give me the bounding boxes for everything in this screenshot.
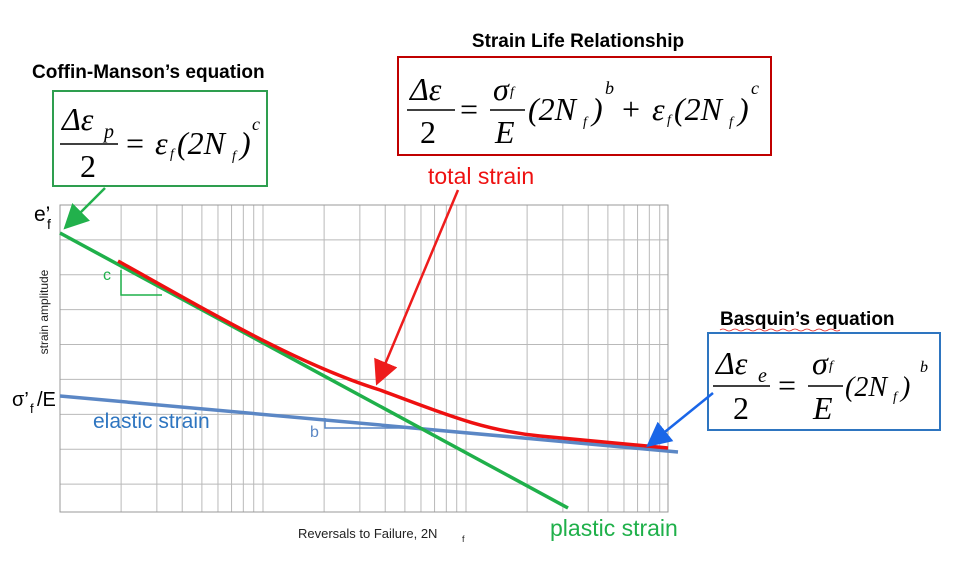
basquin-box: [707, 332, 941, 431]
elastic-line: [59, 394, 679, 454]
eq-token: Δε: [60, 101, 94, 137]
eq-token: E: [812, 390, 833, 426]
eq-token: b: [920, 359, 928, 376]
strain-life-box: [397, 56, 772, 156]
eq-token: Δε: [408, 71, 442, 107]
eq-token: f: [170, 147, 176, 162]
basquin-heading: Basquin’s equation: [720, 309, 895, 330]
arrow: [646, 392, 714, 448]
y-axis-label: strain amplitude: [37, 269, 51, 354]
eq-token: (2N: [528, 91, 578, 127]
eq-token: f: [667, 113, 673, 128]
plastic-line: [59, 231, 569, 510]
slope-label: b: [310, 424, 319, 441]
eq-token: E: [494, 114, 515, 150]
y-marker-sub: f: [47, 216, 51, 232]
eq-token: (2N: [177, 125, 227, 161]
total-curve: [117, 259, 669, 450]
eq-token: f: [583, 115, 589, 130]
eq-token: f: [829, 359, 835, 374]
eq-token: =: [126, 125, 144, 161]
y-marker: σ’: [12, 389, 29, 411]
eq-token: f: [893, 390, 899, 405]
coffin-equation: Δε p 2 = ε f (2N f ) c: [60, 101, 260, 184]
y-marker: /E: [37, 389, 56, 411]
eq-token: p: [102, 121, 114, 143]
eq-token: 2: [733, 390, 749, 426]
eq-token: (2N: [845, 372, 888, 403]
eq-token: =: [778, 367, 796, 403]
slope-triangle-b: [324, 418, 410, 429]
arrow: [63, 187, 106, 230]
eq-token: 2: [80, 148, 96, 184]
coffin-heading: Coffin-Manson’s equation: [32, 62, 265, 83]
eq-token: e: [758, 365, 767, 387]
curve-label: elastic strain: [93, 410, 210, 433]
eq-token: ε: [652, 91, 665, 127]
eq-token: c: [252, 114, 260, 134]
eq-token: f: [729, 115, 735, 130]
spell-underline: [719, 328, 841, 332]
basquin-equation: Δε e 2 = σ f E (2N f ) b: [713, 345, 928, 426]
eq-token: ε: [155, 125, 168, 161]
eq-token: ): [736, 91, 749, 127]
eq-token: ): [899, 372, 910, 403]
plot-grid: [60, 205, 668, 512]
eq-token: =: [460, 91, 478, 127]
x-axis-label: Reversals to Failure, 2N: [298, 526, 437, 541]
x-axis-label-sub: f: [462, 534, 465, 544]
eq-token: f: [510, 85, 516, 100]
coffin-box: [52, 90, 268, 187]
strain-life-equation: Δε 2 = σ f E (2N f ) b + ε f (2N f ) c: [407, 71, 759, 150]
eq-token: σ: [812, 345, 829, 381]
arrow: [374, 189, 460, 386]
curve-label: total strain: [428, 163, 534, 189]
eq-token: Δε: [714, 345, 748, 381]
eq-token: +: [622, 91, 640, 127]
eq-token: ): [238, 125, 251, 161]
slope-label: c: [103, 267, 111, 284]
eq-token: f: [232, 149, 238, 164]
eq-token: b: [605, 78, 614, 98]
eq-token: c: [751, 78, 759, 98]
title: Strain Life Relationship: [472, 31, 684, 52]
y-marker: e’: [34, 203, 50, 226]
y-marker-sub: f: [30, 401, 34, 416]
eq-token: (2N: [674, 91, 724, 127]
eq-token: ): [590, 91, 603, 127]
plot-frame: [59, 204, 669, 513]
slope-triangle-c: [120, 270, 162, 296]
eq-token: σ: [493, 71, 510, 107]
eq-token: 2: [420, 114, 436, 150]
curve-label: plastic strain: [550, 515, 678, 541]
